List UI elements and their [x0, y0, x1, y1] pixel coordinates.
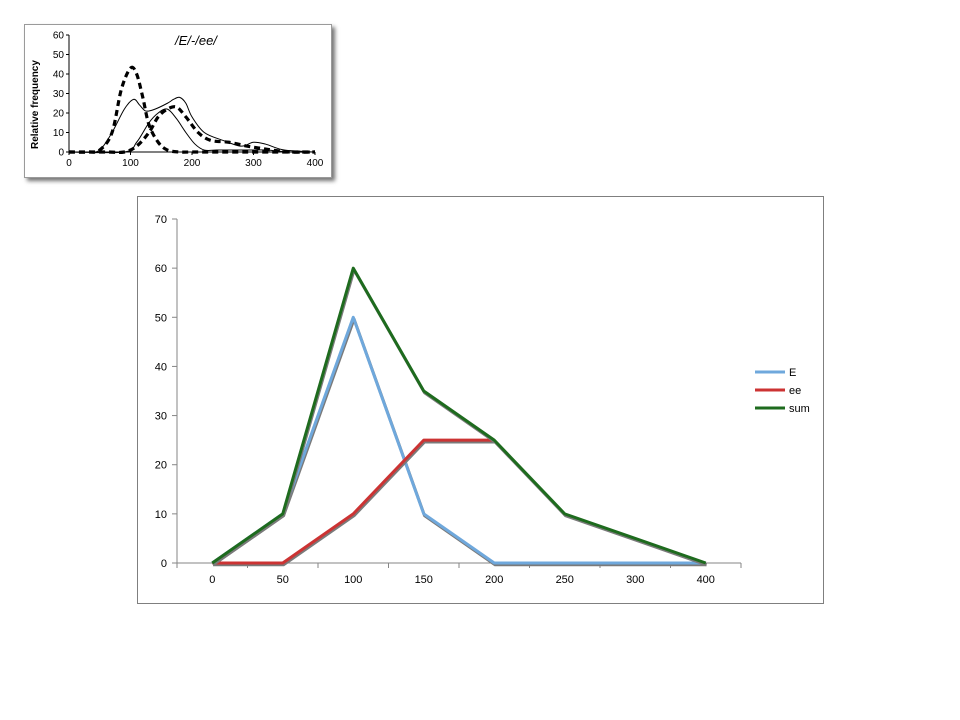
- legend-label-e: E: [789, 367, 796, 379]
- main-legend: Eee sum: [755, 367, 810, 415]
- main-y-tick-label: 60: [155, 263, 167, 275]
- main-series-sum-line: [211, 266, 707, 565]
- main-x-tick-label: 200: [485, 574, 503, 586]
- main-series-ee-line: [212, 438, 495, 565]
- inset-x-tick-label: 400: [307, 158, 324, 169]
- main-axes: [172, 218, 742, 568]
- inset-tick-labels: 0 10 20 30 40 50 60 0 100 200 300 400: [53, 31, 324, 170]
- main-y-tick-label: 40: [155, 361, 167, 373]
- main-y-tick-label: 30: [155, 411, 167, 423]
- inset-y-tick-label: 40: [53, 70, 65, 81]
- main-y-tick-label: 50: [155, 312, 167, 324]
- inset-series-line-3: [68, 96, 316, 153]
- inset-series-line-1: [68, 65, 315, 154]
- inset-y-tick-label: 0: [58, 148, 64, 159]
- main-x-tick-label: 250: [556, 574, 574, 586]
- main-y-tick-label: 10: [155, 509, 167, 521]
- main-x-tick-label: 0: [209, 574, 215, 586]
- inset-series-line-4: [68, 108, 316, 154]
- main-x-tick-label: 100: [344, 574, 362, 586]
- main-series-ee-line-shadow: [213, 440, 496, 567]
- inset-y-tick-label: 30: [53, 89, 65, 100]
- inset-series-line-2: [69, 105, 316, 155]
- main-y-tick-label: 70: [155, 214, 167, 226]
- inset-axes: [66, 34, 316, 155]
- inset-chart-frame: 0 10 20 30 40 50 60 0 100 200 300 400 /E/-/ee/ Rela…: [24, 24, 332, 178]
- main-series-group: [211, 266, 708, 567]
- legend-label-ee: ee: [789, 385, 801, 397]
- inset-y-tick-label: 50: [53, 50, 65, 61]
- main-x-tick-label: 400: [697, 574, 715, 586]
- inset-y-axis-label: Relative frequency: [30, 60, 41, 149]
- main-chart-svg: 0 10 20 30 40 50 60 70 0 50 100 150 200 250 300 400 Eee…: [155, 214, 810, 586]
- inset-x-tick-label: 300: [245, 158, 262, 169]
- inset-series-group: [68, 65, 316, 155]
- inset-y-tick-label: 10: [53, 128, 65, 139]
- inset-chart-svg: 0 10 20 30 40 50 60 0 100 200 300 400 /E/-/ee/ Rela…: [30, 31, 324, 170]
- main-x-tick-label: 150: [415, 574, 433, 586]
- inset-x-tick-label: 0: [66, 158, 72, 169]
- main-x-tick-label: 300: [626, 574, 644, 586]
- main-y-tick-label: 20: [155, 460, 167, 472]
- inset-chart-title: /E/-/ee/: [174, 33, 218, 48]
- inset-y-tick-label: 60: [53, 31, 65, 42]
- main-y-tick-label: 0: [161, 558, 167, 570]
- inset-x-tick-label: 100: [122, 158, 139, 169]
- main-x-tick-label: 50: [277, 574, 289, 586]
- main-tick-labels: 0 10 20 30 40 50 60 70 0 50 100 150 200 250 300 400: [155, 214, 715, 586]
- inset-x-tick-label: 200: [184, 158, 201, 169]
- inset-y-tick-label: 20: [53, 109, 65, 120]
- legend-label-sum: sum: [789, 403, 810, 415]
